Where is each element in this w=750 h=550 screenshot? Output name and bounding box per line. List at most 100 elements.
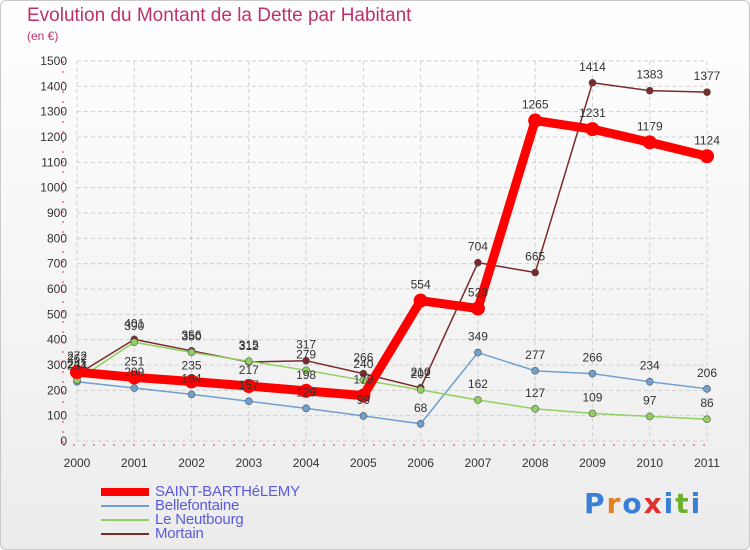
data-label: 317: [296, 338, 316, 352]
data-point: [302, 356, 310, 365]
y-tick-label: 1100: [41, 155, 67, 169]
x-tick-label: 2000: [64, 456, 91, 470]
data-label: 277: [525, 348, 545, 362]
x-tick-label: 2006: [407, 456, 434, 470]
series-line-3: [76, 82, 708, 389]
data-label: 202: [411, 367, 431, 381]
y-tick-label: 500: [47, 307, 67, 321]
legend-label-le-neutbourg: Le Neutbourg: [155, 511, 244, 528]
data-label: 315: [239, 338, 259, 352]
x-tick-label: 2008: [522, 456, 549, 470]
data-label: 179: [353, 373, 373, 387]
data-point: [299, 383, 314, 398]
data-point: [187, 348, 196, 357]
data-label: 401: [124, 316, 144, 330]
data-point: [474, 396, 482, 404]
data-point: [474, 258, 482, 267]
data-point: [703, 385, 711, 393]
y-tick-label: 1500: [40, 54, 67, 68]
data-label: 554: [411, 278, 431, 292]
data-label: 1265: [522, 98, 549, 112]
y-tick-label: 1000: [40, 181, 67, 195]
data-label: 1414: [579, 60, 606, 74]
y-tick-label: 100: [47, 409, 67, 423]
data-label: 356: [182, 328, 202, 342]
data-point: [245, 357, 253, 366]
logo-letter: P: [584, 487, 607, 520]
data-label: 99: [357, 393, 371, 407]
data-label: 279: [296, 347, 316, 361]
x-tick-label: 2002: [178, 456, 205, 470]
logo-letter: i: [663, 487, 676, 520]
data-point: [528, 113, 543, 128]
data-label: 97: [643, 393, 657, 407]
x-tick-label: 2004: [293, 456, 320, 470]
y-tick-label: 0: [60, 434, 67, 448]
data-point: [359, 376, 368, 385]
data-label: 198: [296, 368, 316, 382]
y-tick-label: 900: [47, 206, 67, 220]
data-point: [588, 369, 597, 378]
y-tick-label: 600: [47, 282, 67, 296]
data-point: [359, 412, 368, 420]
data-point: [588, 78, 597, 87]
data-label: 127: [525, 386, 545, 400]
logo-letter: x: [643, 487, 664, 520]
data-label: 350: [182, 329, 202, 343]
y-tick-label: 700: [47, 257, 67, 271]
data-label: 1124: [694, 133, 720, 147]
data-point: [416, 419, 425, 428]
data-point: [645, 412, 654, 421]
data-point: [470, 301, 485, 316]
legend-swatch-bellefontaine: [101, 505, 149, 507]
data-point: [70, 365, 84, 380]
data-point: [127, 370, 142, 385]
x-tick-label: 2003: [235, 456, 262, 470]
data-point: [356, 388, 371, 403]
data-label: 162: [468, 377, 488, 391]
data-point: [531, 367, 539, 375]
data-point: [130, 384, 139, 392]
data-label: 68: [414, 401, 428, 415]
y-tick-label: 200: [47, 383, 67, 397]
data-point: [302, 366, 310, 375]
data-point: [416, 386, 425, 394]
legend-swatch-saint-barthelemy: [101, 488, 149, 496]
data-label: 234: [640, 359, 660, 373]
data-point: [703, 415, 711, 424]
y-tick-label: 1400: [40, 79, 67, 93]
y-tick-label: 1200: [40, 130, 67, 144]
x-tick-label: 2007: [465, 456, 492, 470]
data-point: [585, 122, 600, 137]
legend-swatch-mortain: [101, 533, 149, 535]
legend-label-saint-barthelemy: SAINT-BARTHéLEMY: [155, 483, 300, 500]
data-point: [700, 149, 714, 164]
data-label: 109: [582, 390, 602, 404]
data-point: [588, 409, 597, 418]
data-label: 234: [67, 359, 87, 373]
data-point: [645, 86, 654, 95]
x-tick-label: 2010: [636, 456, 663, 470]
series-line-1: [76, 351, 708, 425]
data-label: 206: [697, 366, 717, 380]
logo-letter: r: [606, 487, 623, 520]
data-point: [187, 390, 196, 399]
x-tick-label: 2001: [121, 456, 148, 470]
data-label: 523: [468, 286, 488, 300]
data-point: [645, 377, 654, 386]
logo-letter: t: [675, 487, 691, 520]
y-tick-label: 400: [47, 333, 67, 347]
series-line-0: [72, 116, 712, 401]
data-label: 266: [353, 351, 373, 365]
data-point: [531, 405, 539, 413]
data-point: [642, 135, 657, 150]
data-label: 272: [67, 349, 87, 363]
data-label: 251: [124, 354, 144, 368]
data-label: 210: [411, 365, 431, 379]
data-label: 240: [353, 357, 373, 371]
data-label: 209: [124, 365, 144, 379]
y-tick-label: 1300: [40, 105, 67, 119]
data-point: [531, 268, 539, 277]
